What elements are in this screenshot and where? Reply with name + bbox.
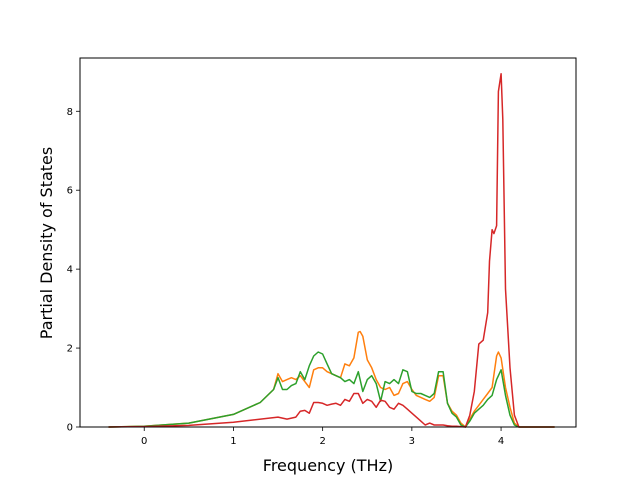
x-tick-label: 4 <box>498 436 504 447</box>
y-tick-label: 8 <box>67 107 73 118</box>
x-tick-label: 3 <box>409 436 415 447</box>
series-layer <box>108 73 555 428</box>
x-tick-label: 0 <box>141 436 147 447</box>
x-tick-label: 2 <box>319 436 325 447</box>
x-axis-label: Frequency (THz) <box>263 456 393 475</box>
y-axis-ticks: 0 2 4 6 8 <box>67 107 80 434</box>
y-tick-label: 6 <box>67 186 73 197</box>
series-line-2 <box>108 351 555 428</box>
x-axis-ticks: 0 1 2 3 4 <box>141 427 504 447</box>
y-tick-label: 2 <box>67 344 73 355</box>
y-tick-label: 0 <box>67 423 73 434</box>
plot-area <box>108 73 555 428</box>
y-tick-label: 4 <box>67 265 73 276</box>
series-line-3 <box>108 73 555 428</box>
axes-frame <box>79 57 577 428</box>
x-tick-label: 1 <box>230 436 236 447</box>
y-axis-label: Partial Density of States <box>37 147 56 339</box>
